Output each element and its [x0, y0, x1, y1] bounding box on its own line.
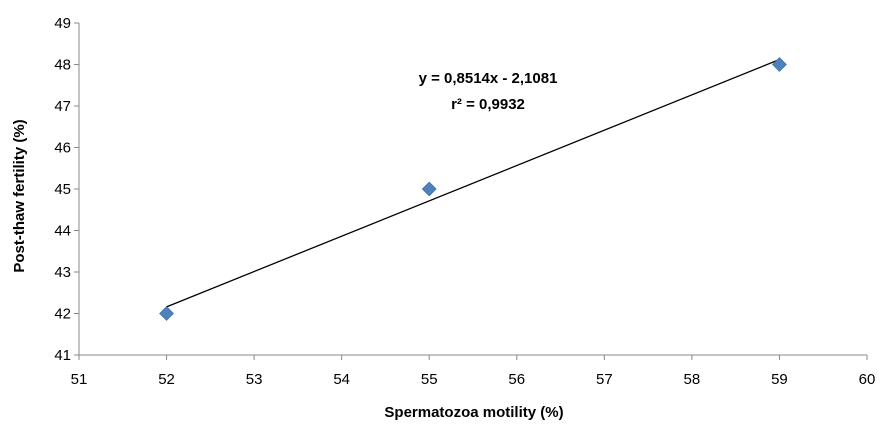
y-tick-labels: 41 42 43 44 45 46 47 48 49 — [54, 15, 71, 364]
y-tick-label: 43 — [54, 264, 71, 281]
x-tick-label: 51 — [71, 371, 88, 388]
y-tick-label: 49 — [54, 15, 71, 32]
trendline — [166, 58, 780, 308]
trendline-r-squared: r² = 0,9932 — [451, 96, 525, 113]
y-tick-label: 47 — [54, 98, 71, 115]
x-tick-label: 57 — [596, 371, 613, 388]
y-tick-label: 41 — [54, 347, 71, 364]
data-point-diamond — [421, 181, 437, 197]
axes — [74, 22, 868, 360]
y-tick-label: 45 — [54, 181, 71, 198]
y-tick-label: 42 — [54, 306, 71, 323]
y-tick-label: 44 — [54, 223, 71, 240]
x-tick-label: 59 — [771, 371, 788, 388]
x-tick-label: 54 — [333, 371, 350, 388]
data-point-diamond — [159, 306, 174, 321]
data-point-diamond — [772, 57, 787, 72]
x-tick-label: 60 — [859, 371, 876, 388]
y-tick-label: 48 — [54, 57, 71, 74]
trendline-equation: y = 0,8514x - 2,1081 — [419, 70, 558, 87]
y-tick-label: 46 — [54, 140, 71, 157]
x-tick-label: 55 — [421, 371, 438, 388]
y-axis-title: Post-thaw fertility (%) — [11, 119, 28, 272]
x-tick-label: 52 — [158, 371, 175, 388]
x-tick-label: 58 — [684, 371, 701, 388]
x-tick-label: 56 — [508, 371, 525, 388]
x-tick-labels: 51 52 53 54 55 56 57 58 59 60 — [71, 371, 876, 388]
x-axis-title: Spermatozoa motility (%) — [384, 404, 563, 421]
trendline-group — [166, 58, 780, 308]
data-points — [159, 57, 787, 321]
x-tick-label: 53 — [246, 371, 263, 388]
